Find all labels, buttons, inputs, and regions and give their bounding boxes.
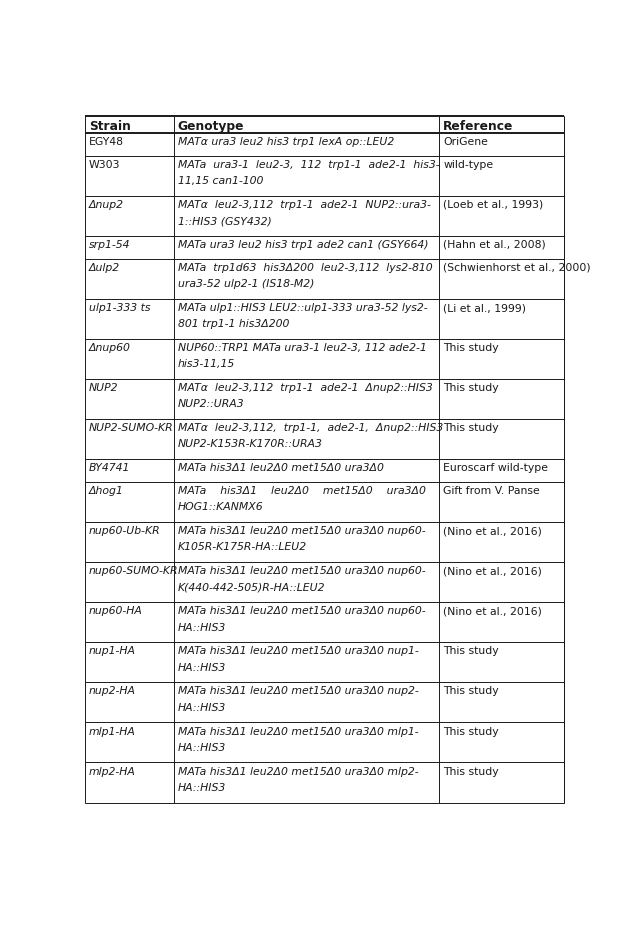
Text: (Loeb et al., 1993): (Loeb et al., 1993)	[444, 200, 544, 209]
Text: HA::HIS3: HA::HIS3	[177, 742, 226, 752]
Text: ulp1-333 ts: ulp1-333 ts	[89, 303, 150, 312]
Text: 1::HIS3 (GSY432): 1::HIS3 (GSY432)	[177, 216, 271, 226]
Text: (Nino et al., 2016): (Nino et al., 2016)	[444, 526, 542, 536]
Text: ura3-52 ulp2-1 (IS18-M2): ura3-52 ulp2-1 (IS18-M2)	[177, 279, 314, 288]
Text: nup60-HA: nup60-HA	[89, 605, 143, 616]
Text: MATa ura3 leu2 his3 trp1 ade2 can1 (GSY664): MATa ura3 leu2 his3 trp1 ade2 can1 (GSY6…	[177, 240, 428, 249]
Text: nup60-Ub-KR: nup60-Ub-KR	[89, 526, 160, 536]
Text: (Li et al., 1999): (Li et al., 1999)	[444, 303, 526, 312]
Text: MATa his3Δ1 leu2Δ0 met15Δ0 ura3Δ0 mlp1-: MATa his3Δ1 leu2Δ0 met15Δ0 ura3Δ0 mlp1-	[177, 725, 418, 736]
Text: HOG1::KANMX6: HOG1::KANMX6	[177, 502, 263, 512]
Text: K(440-442-505)R-HA::LEU2: K(440-442-505)R-HA::LEU2	[177, 582, 325, 592]
Text: nup60-SUMO-KR: nup60-SUMO-KR	[89, 565, 179, 576]
Text: (Nino et al., 2016): (Nino et al., 2016)	[444, 605, 542, 616]
Text: 11,15 can1-100: 11,15 can1-100	[177, 176, 263, 186]
Text: (Hahn et al., 2008): (Hahn et al., 2008)	[444, 240, 546, 249]
Text: This study: This study	[444, 765, 499, 776]
Text: This study: This study	[444, 383, 499, 392]
Text: Δnup2: Δnup2	[89, 200, 124, 209]
Text: This study: This study	[444, 685, 499, 696]
Text: BY4741: BY4741	[89, 463, 131, 473]
Text: HA::HIS3: HA::HIS3	[177, 702, 226, 712]
Text: This study: This study	[444, 423, 499, 432]
Text: MATα ura3 leu2 his3 trp1 lexA op::LEU2: MATα ura3 leu2 his3 trp1 lexA op::LEU2	[177, 136, 394, 147]
Text: Gift from V. Panse: Gift from V. Panse	[444, 486, 540, 496]
Text: NUP60::TRP1 MATa ura3-1 leu2-3, 112 ade2-1: NUP60::TRP1 MATa ura3-1 leu2-3, 112 ade2…	[177, 343, 427, 352]
Text: Strain: Strain	[89, 120, 131, 132]
Text: NUP2-SUMO-KR: NUP2-SUMO-KR	[89, 423, 174, 432]
Text: MATa his3Δ1 leu2Δ0 met15Δ0 ura3Δ0 nup60-: MATa his3Δ1 leu2Δ0 met15Δ0 ura3Δ0 nup60-	[177, 526, 425, 536]
Text: MATa his3Δ1 leu2Δ0 met15Δ0 ura3Δ0 nup2-: MATa his3Δ1 leu2Δ0 met15Δ0 ura3Δ0 nup2-	[177, 685, 418, 696]
Text: MATa his3Δ1 leu2Δ0 met15Δ0 ura3Δ0: MATa his3Δ1 leu2Δ0 met15Δ0 ura3Δ0	[177, 463, 384, 473]
Text: (Nino et al., 2016): (Nino et al., 2016)	[444, 565, 542, 576]
Text: HA::HIS3: HA::HIS3	[177, 782, 226, 792]
Text: HA::HIS3: HA::HIS3	[177, 622, 226, 632]
Text: This study: This study	[444, 645, 499, 656]
Text: MATa his3Δ1 leu2Δ0 met15Δ0 ura3Δ0 mlp2-: MATa his3Δ1 leu2Δ0 met15Δ0 ura3Δ0 mlp2-	[177, 765, 418, 776]
Text: HA::HIS3: HA::HIS3	[177, 662, 226, 672]
Text: NUP2: NUP2	[89, 383, 119, 392]
Text: Δulp2: Δulp2	[89, 263, 120, 272]
Text: Reference: Reference	[444, 120, 514, 132]
Text: his3-11,15: his3-11,15	[177, 359, 235, 368]
Text: 801 trp1-1 his3Δ200: 801 trp1-1 his3Δ200	[177, 319, 289, 328]
Text: MATa his3Δ1 leu2Δ0 met15Δ0 ura3Δ0 nup60-: MATa his3Δ1 leu2Δ0 met15Δ0 ura3Δ0 nup60-	[177, 605, 425, 616]
Text: MATα  leu2-3,112  trp1-1  ade2-1  NUP2::ura3-: MATα leu2-3,112 trp1-1 ade2-1 NUP2::ura3…	[177, 200, 430, 209]
Text: MATa his3Δ1 leu2Δ0 met15Δ0 ura3Δ0 nup1-: MATa his3Δ1 leu2Δ0 met15Δ0 ura3Δ0 nup1-	[177, 645, 418, 656]
Text: srp1-54: srp1-54	[89, 240, 131, 249]
Text: NUP2-K153R-K170R::URA3: NUP2-K153R-K170R::URA3	[177, 439, 322, 448]
Text: This study: This study	[444, 343, 499, 352]
Text: nup1-HA: nup1-HA	[89, 645, 136, 656]
Text: Δhog1: Δhog1	[89, 486, 124, 496]
Text: MATα  leu2-3,112,  trp1-1,  ade2-1,  Δnup2::HIS3: MATα leu2-3,112, trp1-1, ade2-1, Δnup2::…	[177, 423, 443, 432]
Text: nup2-HA: nup2-HA	[89, 685, 136, 696]
Text: OriGene: OriGene	[444, 136, 488, 147]
Text: Euroscarf wild-type: Euroscarf wild-type	[444, 463, 548, 473]
Text: K105R-K175R-HA::LEU2: K105R-K175R-HA::LEU2	[177, 542, 307, 552]
Text: Δnup60: Δnup60	[89, 343, 131, 352]
Text: mlp1-HA: mlp1-HA	[89, 725, 136, 736]
Text: MATa his3Δ1 leu2Δ0 met15Δ0 ura3Δ0 nup60-: MATa his3Δ1 leu2Δ0 met15Δ0 ura3Δ0 nup60-	[177, 565, 425, 576]
Text: MATa  trp1d63  his3Δ200  leu2-3,112  lys2-810: MATa trp1d63 his3Δ200 leu2-3,112 lys2-81…	[177, 263, 432, 272]
Text: EGY48: EGY48	[89, 136, 124, 147]
Text: Genotype: Genotype	[177, 120, 244, 132]
Text: MATa    his3Δ1    leu2Δ0    met15Δ0    ura3Δ0: MATa his3Δ1 leu2Δ0 met15Δ0 ura3Δ0	[177, 486, 425, 496]
Text: W303: W303	[89, 160, 121, 169]
Text: NUP2::URA3: NUP2::URA3	[177, 399, 244, 408]
Text: wild-type: wild-type	[444, 160, 493, 169]
Text: MATα  leu2-3,112  trp1-1  ade2-1  Δnup2::HIS3: MATα leu2-3,112 trp1-1 ade2-1 Δnup2::HIS…	[177, 383, 432, 392]
Text: This study: This study	[444, 725, 499, 736]
Text: MATa  ura3-1  leu2-3,  112  trp1-1  ade2-1  his3-: MATa ura3-1 leu2-3, 112 trp1-1 ade2-1 hi…	[177, 160, 439, 169]
Text: MATa ulp1::HIS3 LEU2::ulp1-333 ura3-52 lys2-: MATa ulp1::HIS3 LEU2::ulp1-333 ura3-52 l…	[177, 303, 427, 312]
Text: mlp2-HA: mlp2-HA	[89, 765, 136, 776]
Text: (Schwienhorst et al., 2000): (Schwienhorst et al., 2000)	[444, 263, 591, 272]
